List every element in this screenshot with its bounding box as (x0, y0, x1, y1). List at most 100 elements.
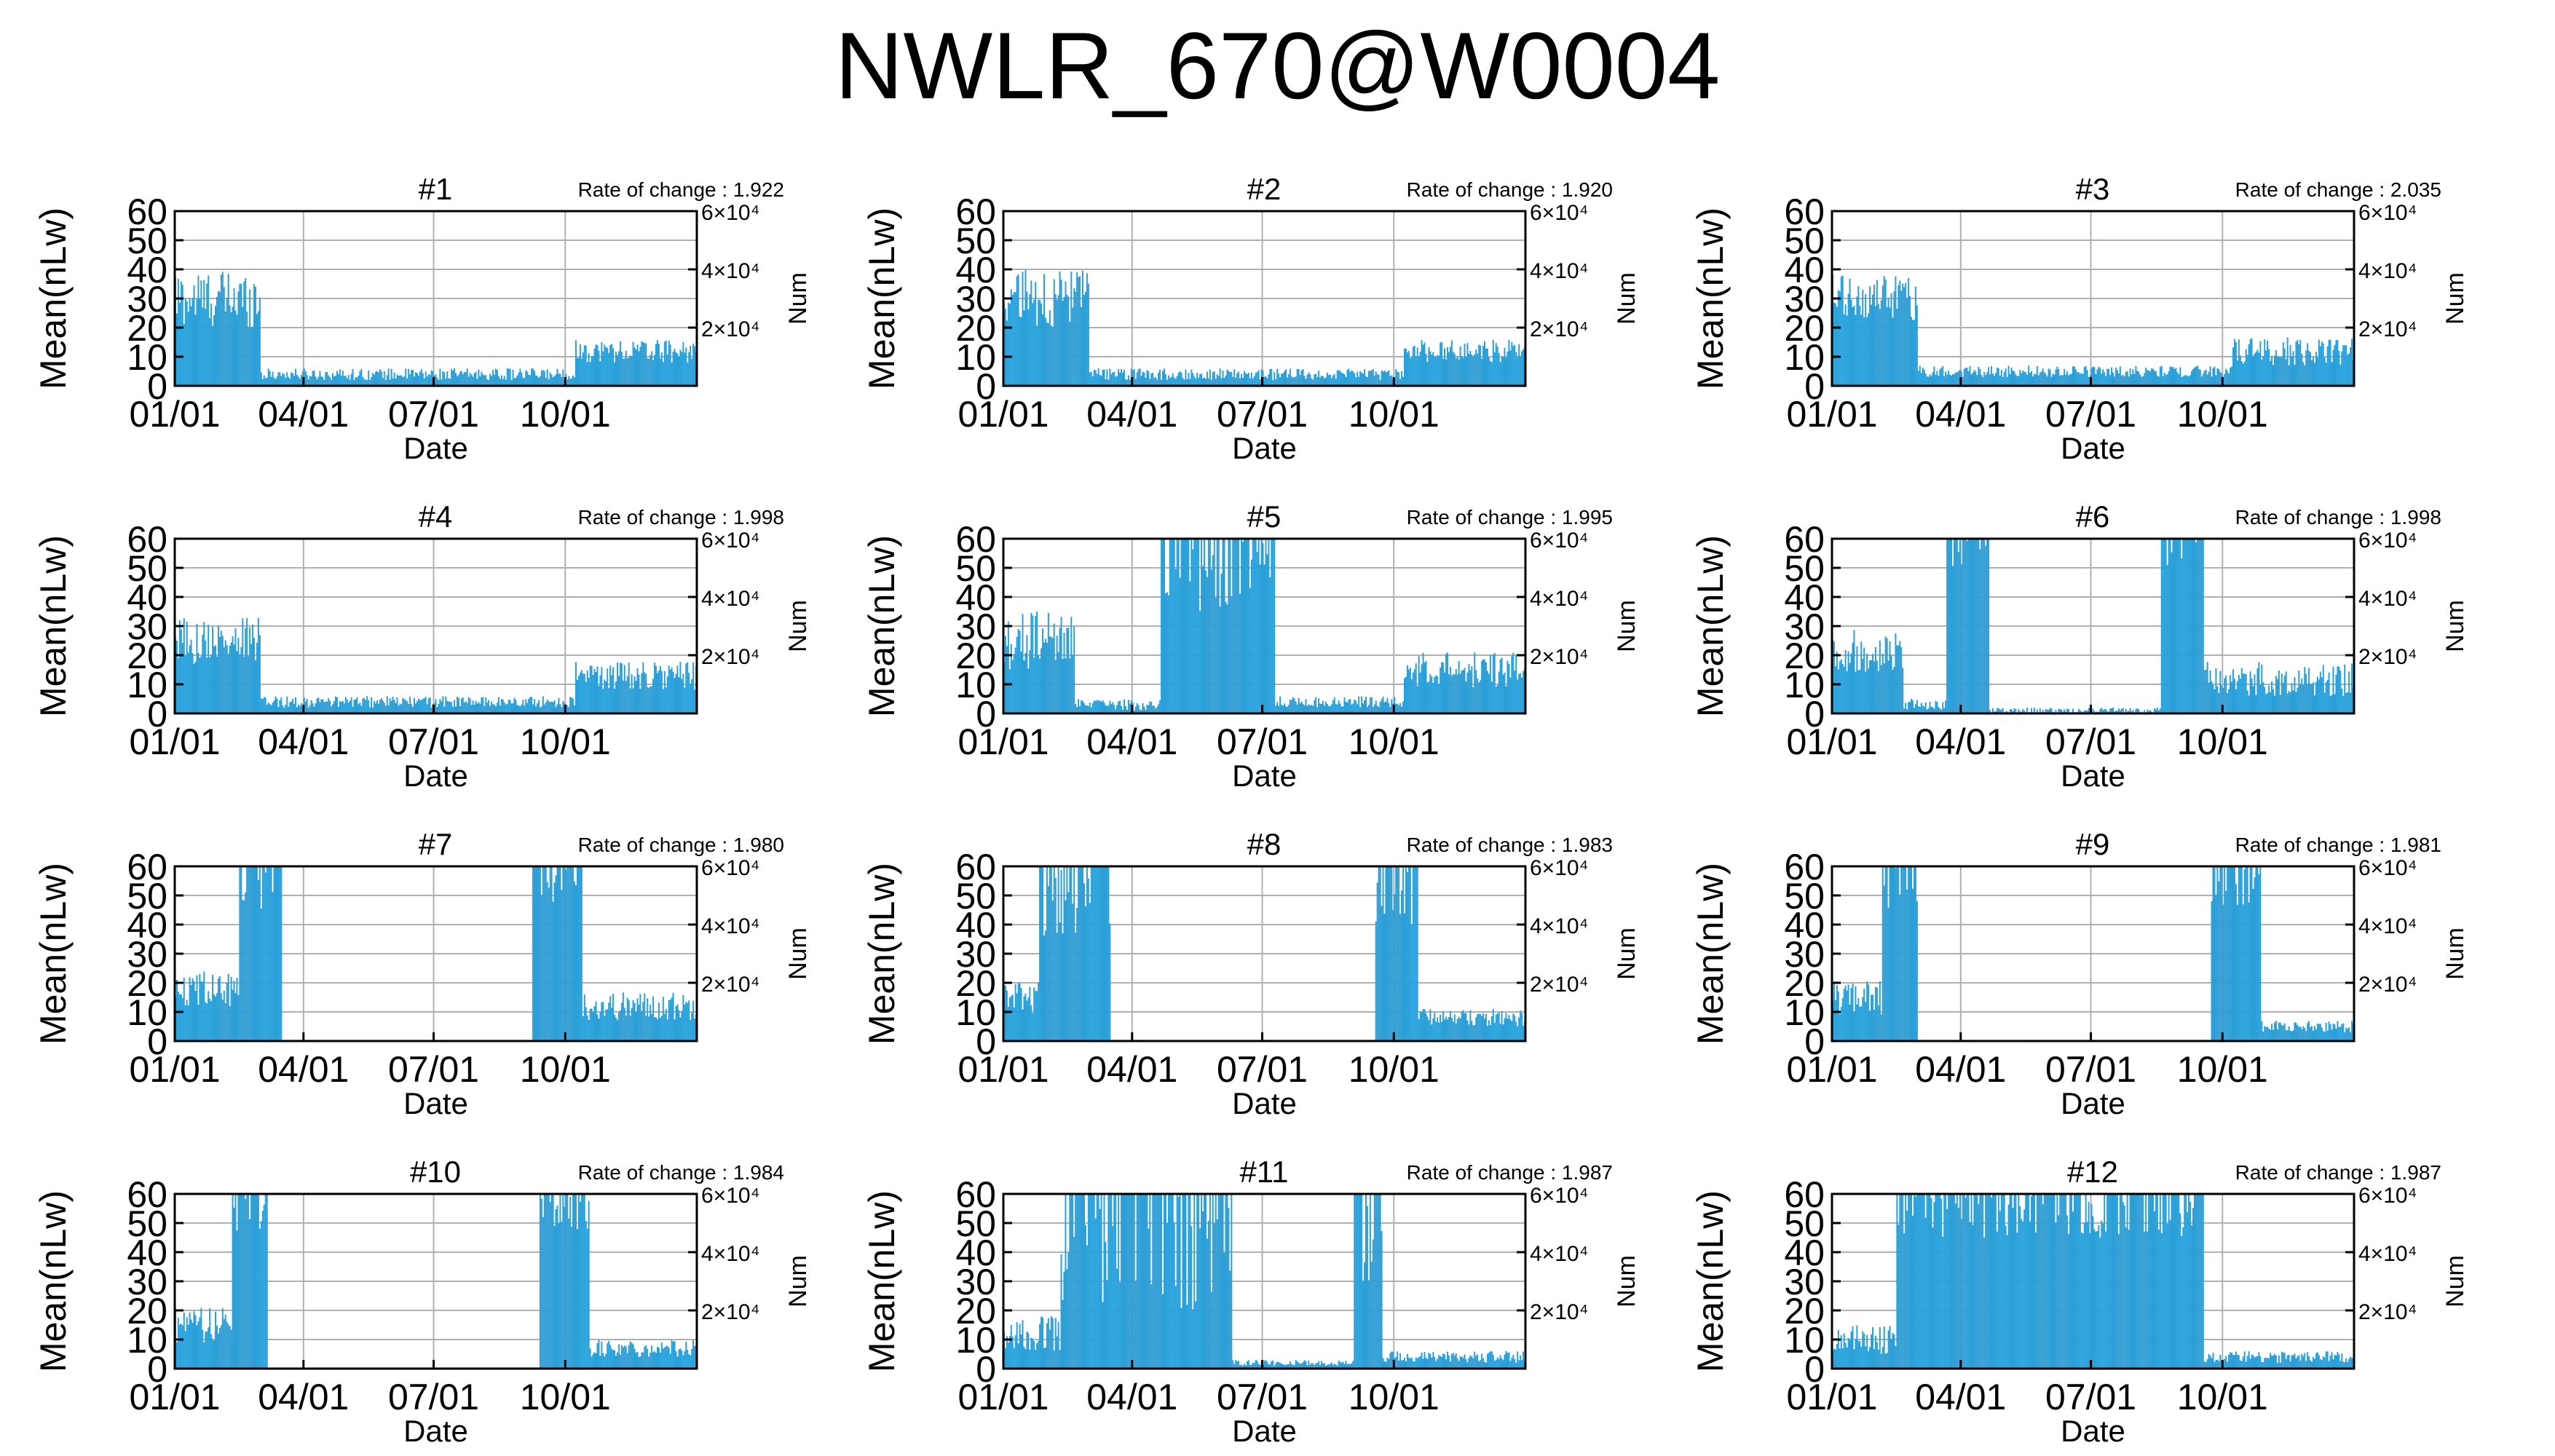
y-axis-label: Mean(nLw) (1690, 1190, 1731, 1372)
y-tick-label: 60 (127, 847, 167, 887)
y-tick-label: 10 (955, 337, 996, 378)
y-axis-label: Mean(nLw) (33, 863, 74, 1045)
x-axis-label: Date (403, 1086, 468, 1120)
rate-of-change: Rate of change : 1.995 (1407, 506, 1613, 529)
y2-axis-label: Num (2441, 272, 2469, 325)
x-tick-label: 01/01 (129, 1049, 220, 1090)
y2-axis-label: Num (784, 272, 812, 325)
y2-tick-label: 6×10⁴ (701, 856, 759, 880)
y-tick-label: 10 (1784, 665, 1825, 705)
y-tick-label: 30 (1784, 934, 1825, 975)
y2-axis-label: Num (1613, 600, 1640, 652)
y-tick-label: 50 (1784, 221, 1825, 261)
x-tick-label: 07/01 (388, 394, 479, 435)
y2-axis-label: Num (2441, 1255, 2469, 1307)
y-tick-label: 10 (127, 665, 167, 705)
x-tick-label: 07/01 (2045, 1377, 2136, 1417)
y-tick-label: 30 (1784, 279, 1825, 320)
subplot-title: #12 (2067, 1155, 2118, 1189)
rate-of-change: Rate of change : 1.981 (2235, 834, 2441, 856)
y-axis-label: Mean(nLw) (861, 1190, 902, 1372)
y-tick-label: 50 (1784, 1203, 1825, 1244)
y-tick-label: 40 (127, 905, 167, 946)
subplot-title: #1 (419, 172, 453, 206)
x-tick-label: 07/01 (2045, 394, 2136, 435)
y-tick-label: 10 (127, 992, 167, 1033)
y-axis-label: Mean(nLw) (1690, 535, 1731, 717)
x-tick-label: 10/01 (520, 394, 611, 435)
y-tick-label: 60 (955, 191, 996, 232)
main-title: NWLR_670@W0004 (834, 12, 1721, 119)
x-tick-label: 07/01 (388, 1377, 479, 1417)
y-axis-label: Mean(nLw) (861, 207, 902, 389)
y2-tick-label: 4×10⁴ (1530, 1242, 1588, 1266)
x-tick-label: 04/01 (1915, 1377, 2006, 1417)
y2-axis-label: Num (784, 927, 812, 980)
y2-tick-label: 2×10⁴ (1530, 317, 1588, 341)
y-tick-label: 20 (127, 1291, 167, 1332)
y-tick-label: 60 (127, 1174, 167, 1215)
y-tick-label: 60 (955, 847, 996, 887)
y2-axis-label: Num (1613, 927, 1640, 980)
y-axis-label: Mean(nLw) (33, 535, 74, 717)
y-tick-label: 50 (955, 1203, 996, 1244)
y-tick-label: 50 (955, 221, 996, 261)
x-tick-label: 04/01 (1915, 1049, 2006, 1090)
y-tick-label: 40 (127, 1233, 167, 1273)
y-axis-label: Mean(nLw) (1690, 863, 1731, 1045)
y-tick-label: 50 (1784, 548, 1825, 589)
subplot-title: #9 (2076, 827, 2110, 861)
y-tick-label: 30 (127, 279, 167, 320)
x-tick-label: 01/01 (129, 721, 220, 762)
y2-tick-label: 6×10⁴ (701, 1184, 759, 1208)
y-tick-label: 50 (127, 876, 167, 917)
y-tick-label: 20 (127, 636, 167, 676)
y-tick-label: 40 (955, 250, 996, 290)
y-tick-label: 10 (955, 665, 996, 705)
rate-of-change: Rate of change : 1.983 (1407, 834, 1613, 856)
x-tick-label: 01/01 (1786, 394, 1877, 435)
y-axis-label: Mean(nLw) (861, 863, 902, 1045)
y-tick-label: 20 (1784, 636, 1825, 676)
y-tick-label: 40 (1784, 1233, 1825, 1273)
x-tick-label: 10/01 (520, 721, 611, 762)
y-tick-label: 40 (127, 577, 167, 618)
x-tick-label: 01/01 (957, 394, 1049, 435)
x-tick-label: 10/01 (2177, 1377, 2268, 1417)
y2-tick-label: 2×10⁴ (2358, 317, 2417, 341)
x-tick-label: 04/01 (258, 721, 349, 762)
y-axis-label: Mean(nLw) (33, 207, 74, 389)
y2-tick-label: 2×10⁴ (2358, 645, 2417, 669)
y-tick-label: 40 (955, 905, 996, 946)
y-tick-label: 60 (1784, 1174, 1825, 1215)
x-tick-label: 10/01 (520, 1377, 611, 1417)
y-tick-label: 30 (127, 934, 167, 975)
x-tick-label: 10/01 (2177, 721, 2268, 762)
x-tick-label: 07/01 (1217, 1049, 1308, 1090)
y2-tick-label: 2×10⁴ (701, 973, 759, 997)
rate-of-change: Rate of change : 1.984 (578, 1161, 784, 1184)
x-tick-label: 10/01 (1348, 1049, 1440, 1090)
y2-tick-label: 4×10⁴ (701, 587, 759, 611)
y-tick-label: 0 (147, 1349, 167, 1390)
y-tick-label: 30 (127, 606, 167, 647)
y2-tick-label: 4×10⁴ (701, 914, 759, 938)
subplot-title: #3 (2076, 172, 2110, 206)
subplot-title: #5 (1247, 499, 1282, 534)
y-tick-label: 60 (1784, 847, 1825, 887)
subplot-title: #11 (1240, 1155, 1289, 1189)
y2-axis-label: Num (2441, 600, 2469, 652)
y2-tick-label: 2×10⁴ (2358, 973, 2417, 997)
y-tick-label: 10 (127, 337, 167, 378)
rate-of-change: Rate of change : 1.920 (1407, 178, 1613, 201)
y-tick-label: 50 (127, 1203, 167, 1244)
y2-tick-label: 6×10⁴ (701, 201, 759, 225)
y2-tick-label: 6×10⁴ (701, 529, 759, 553)
y-tick-label: 10 (1784, 1320, 1825, 1361)
